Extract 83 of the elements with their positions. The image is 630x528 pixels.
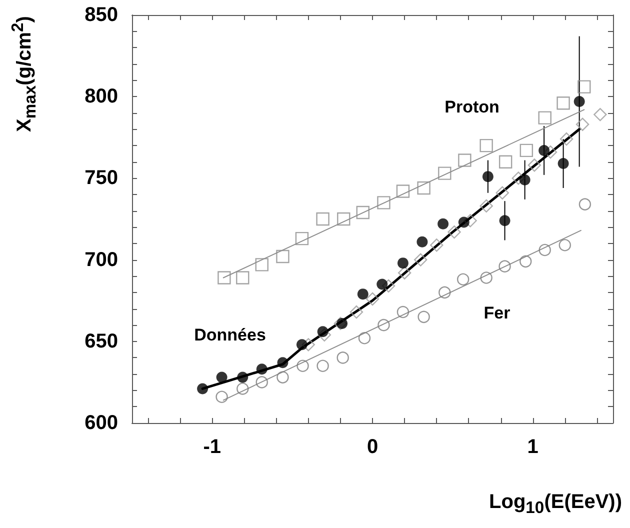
point	[197, 383, 208, 394]
point	[448, 225, 461, 239]
x-tick-label: 0	[366, 436, 378, 458]
point	[578, 80, 591, 94]
point	[218, 271, 231, 284]
point	[337, 212, 350, 226]
point	[576, 118, 590, 131]
y-tick-label: 700	[84, 248, 118, 271]
point	[236, 271, 250, 284]
point	[350, 305, 364, 319]
point	[414, 253, 428, 266]
point	[216, 372, 228, 383]
point	[216, 390, 228, 403]
point	[397, 258, 408, 269]
point	[482, 171, 494, 182]
point	[356, 206, 370, 220]
point	[458, 154, 472, 167]
annotation: Données	[194, 326, 266, 344]
point	[538, 144, 550, 156]
point	[316, 212, 330, 226]
point	[574, 96, 585, 107]
point	[520, 255, 532, 268]
point	[558, 239, 571, 252]
point	[480, 138, 493, 152]
point	[357, 288, 368, 300]
point	[336, 352, 349, 364]
point	[520, 144, 534, 158]
point	[237, 372, 248, 383]
point	[396, 306, 410, 318]
point	[398, 266, 412, 280]
point	[556, 96, 570, 110]
point	[418, 310, 430, 324]
y-tick-label: 750	[84, 167, 118, 190]
point	[378, 318, 390, 332]
y-tick-label: 850	[84, 4, 118, 26]
point	[519, 174, 530, 186]
point	[538, 111, 552, 124]
point	[358, 332, 371, 344]
point	[438, 166, 452, 180]
point	[498, 155, 512, 168]
point	[457, 273, 470, 286]
point	[295, 232, 309, 246]
y-tick-label: 600	[84, 412, 118, 434]
x-tick-label: -1	[203, 436, 222, 458]
point	[317, 326, 328, 338]
point	[560, 132, 574, 146]
point	[538, 244, 551, 256]
point	[594, 108, 607, 122]
point	[256, 376, 268, 388]
point	[236, 382, 249, 395]
point	[396, 184, 410, 198]
point	[498, 260, 511, 272]
point	[366, 292, 380, 306]
point	[438, 218, 449, 230]
annotation: Proton	[444, 98, 500, 116]
point	[376, 278, 388, 290]
y-tick-label: 650	[84, 330, 118, 352]
point	[558, 158, 569, 170]
point	[276, 371, 289, 384]
point	[578, 198, 592, 210]
point	[255, 258, 268, 272]
point	[316, 360, 329, 372]
point	[256, 364, 268, 375]
point	[480, 199, 493, 213]
point	[276, 250, 290, 264]
point	[430, 238, 444, 252]
point	[416, 236, 428, 248]
point	[336, 318, 348, 329]
point	[277, 357, 288, 368]
point	[496, 186, 509, 200]
x-axis-title: Log$_{10}$(E(EeV))	[489, 491, 622, 517]
point	[296, 360, 309, 372]
point	[377, 196, 390, 210]
point	[417, 181, 430, 195]
point	[499, 215, 510, 226]
x-tick-label: 1	[527, 436, 538, 458]
point	[480, 272, 492, 284]
point	[528, 158, 542, 172]
point	[438, 286, 451, 299]
annotation: Fer	[484, 304, 511, 322]
point	[458, 216, 470, 228]
y-tick-label: 800	[84, 86, 118, 108]
point	[296, 339, 308, 350]
